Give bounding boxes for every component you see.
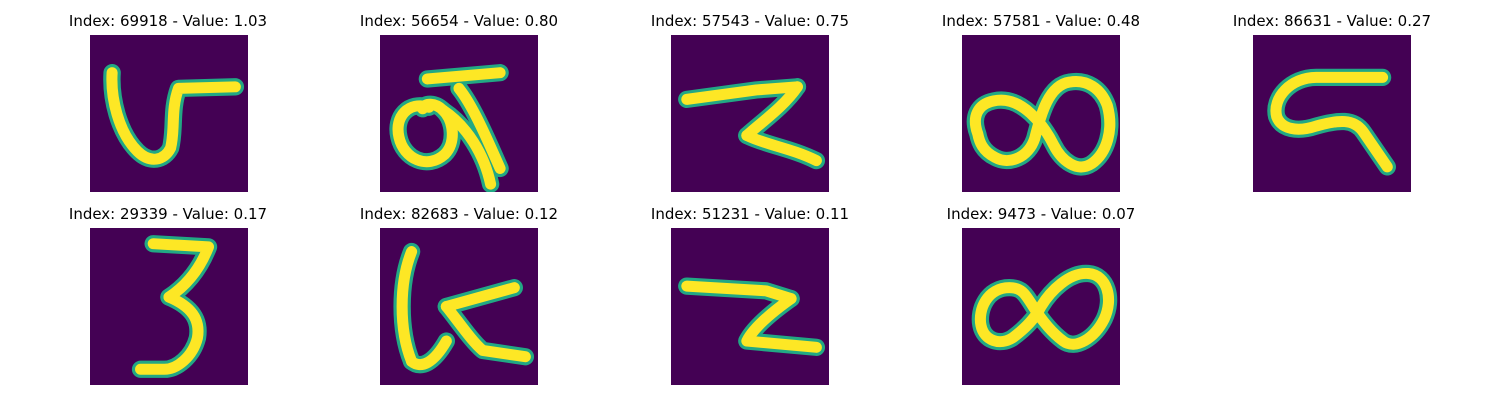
digit-glyph (962, 35, 1120, 192)
glyph-stroke-core (681, 81, 803, 105)
panel-title: Index: 57543 - Value: 0.75 (650, 12, 850, 30)
digit-glyph (380, 35, 538, 192)
panel-title: Index: 56654 - Value: 0.80 (359, 12, 559, 30)
glyph-stroke-core (741, 129, 822, 167)
digit-image (90, 35, 248, 192)
digit-image (90, 228, 248, 385)
panel-title: Index: 9473 - Value: 0.07 (946, 205, 1136, 223)
glyph-stroke-core (147, 238, 215, 303)
digit-image (1253, 35, 1411, 192)
panel-title: Index: 69918 - Value: 1.03 (68, 12, 268, 30)
digit-image (671, 35, 829, 192)
panel-title: Index: 51231 - Value: 0.11 (650, 205, 850, 223)
digit-image (962, 228, 1120, 385)
glyph-stroke-core (421, 67, 506, 85)
digit-image (962, 35, 1120, 192)
digit-glyph (380, 228, 538, 385)
glyph-stroke-core (681, 280, 797, 305)
digit-image (671, 228, 829, 385)
image-background (671, 228, 829, 385)
glyph-stroke-core (106, 67, 241, 165)
glyph-stroke-core (1270, 71, 1393, 173)
digit-glyph (671, 35, 829, 192)
glyph-stroke-core (396, 246, 418, 367)
glyph-stroke-core (406, 335, 452, 371)
digit-glyph (90, 228, 248, 385)
digit-glyph (1253, 35, 1411, 192)
digit-glyph (962, 228, 1120, 385)
glyph-stroke-core (969, 76, 1116, 173)
panel-title: Index: 29339 - Value: 0.17 (68, 205, 268, 223)
glyph-stroke-core (440, 282, 520, 312)
glyph-stroke-core (437, 104, 497, 190)
glyph-stroke-core (741, 293, 822, 353)
glyph-stroke-core (440, 301, 531, 363)
glyph-stroke-core (974, 268, 1115, 350)
glyph-stroke-core (741, 81, 803, 141)
digit-glyph (671, 228, 829, 385)
panel-title: Index: 82683 - Value: 0.12 (359, 205, 559, 223)
glyph-stroke-core (453, 82, 506, 174)
digit-image (380, 228, 538, 385)
digit-glyph (90, 35, 248, 192)
panel-title: Index: 86631 - Value: 0.27 (1232, 12, 1432, 30)
panel-title: Index: 57581 - Value: 0.48 (941, 12, 1141, 30)
image-background (671, 35, 829, 192)
digit-image (380, 35, 538, 192)
glyph-stroke-core (135, 291, 204, 375)
glyph-stroke-core (392, 98, 458, 168)
